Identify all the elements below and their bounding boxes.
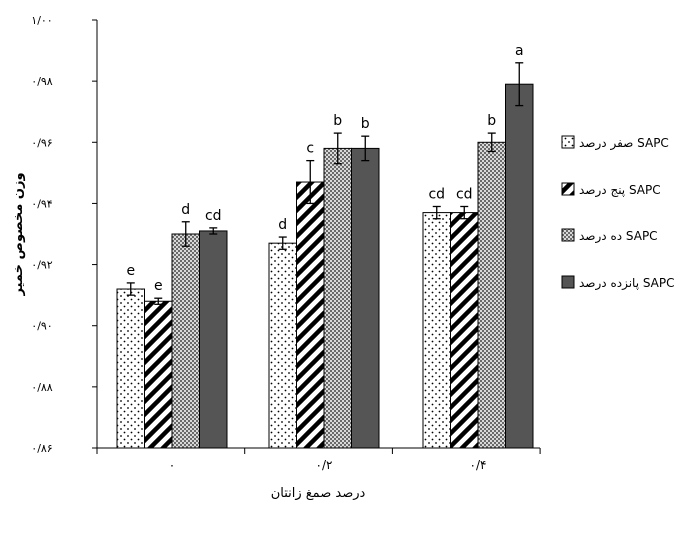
x-axis-label: درصد صمغ زانتان	[271, 486, 366, 501]
y-tick-label: ۰/۹۰	[31, 320, 52, 333]
significance-letter: b	[361, 116, 370, 132]
bar	[351, 147, 380, 449]
bar	[116, 288, 145, 449]
significance-letter: b	[487, 113, 496, 129]
y-axis-label: وزن مخصوص خمیر	[11, 172, 26, 296]
x-ticks: ۰ ۰/۲ ۰/۴	[96, 448, 541, 472]
y-tick-label: ۰/۸۶	[31, 442, 52, 455]
x-tick-label: ۰	[169, 458, 175, 472]
legend-swatch	[561, 228, 575, 242]
legend: صفر درصد SAPC پنج درصد SAPC ده درصد SAPC پا…	[561, 135, 675, 291]
significance-letter: d	[181, 202, 190, 218]
significance-letter: cd	[428, 186, 445, 202]
legend-label: ده درصد SAPC	[579, 229, 658, 244]
x-tick-label: ۰/۴	[470, 458, 487, 472]
bar	[505, 83, 534, 449]
y-tick-label: ۰/۹۸	[31, 75, 53, 88]
legend-label: صفر درصد SAPC	[579, 136, 669, 151]
y-tick-label: ۰/۹۴	[31, 197, 53, 210]
legend-label: پانزده درصد SAPC	[579, 276, 675, 291]
x-tick-label: ۰/۲	[316, 458, 333, 472]
legend-swatch	[561, 275, 575, 289]
significance-letter: e	[126, 263, 135, 279]
bar	[323, 147, 352, 449]
bar	[296, 181, 325, 449]
bar	[477, 141, 506, 449]
significance-letter: c	[306, 141, 314, 157]
significance-letter: cd	[205, 208, 222, 224]
significance-letter: cd	[456, 186, 473, 202]
y-ticks: ۰/۸۶ ۰/۸۸ ۰/۹۰ ۰/۹۲ ۰/۹۴ ۰/۹۶ ۰/۹۸ ۱/۰۰	[31, 14, 97, 455]
y-tick-label: ۱/۰۰	[31, 14, 52, 27]
bar	[144, 300, 173, 449]
y-tick-label: ۰/۸۸	[31, 381, 53, 394]
significance-letter: d	[278, 217, 287, 233]
bar	[268, 242, 297, 449]
bar	[422, 212, 451, 449]
bar	[450, 212, 479, 449]
significance-letter: a	[515, 43, 524, 59]
bar	[199, 230, 228, 449]
legend-label: پنج درصد SAPC	[579, 183, 661, 198]
y-tick-label: ۰/۹۶	[31, 136, 52, 149]
bar	[171, 233, 200, 449]
legend-swatch	[561, 135, 575, 149]
significance-letter: b	[333, 113, 342, 129]
legend-swatch	[561, 182, 575, 196]
y-tick-label: ۰/۹۲	[31, 259, 53, 272]
significance-letter: e	[154, 278, 163, 294]
